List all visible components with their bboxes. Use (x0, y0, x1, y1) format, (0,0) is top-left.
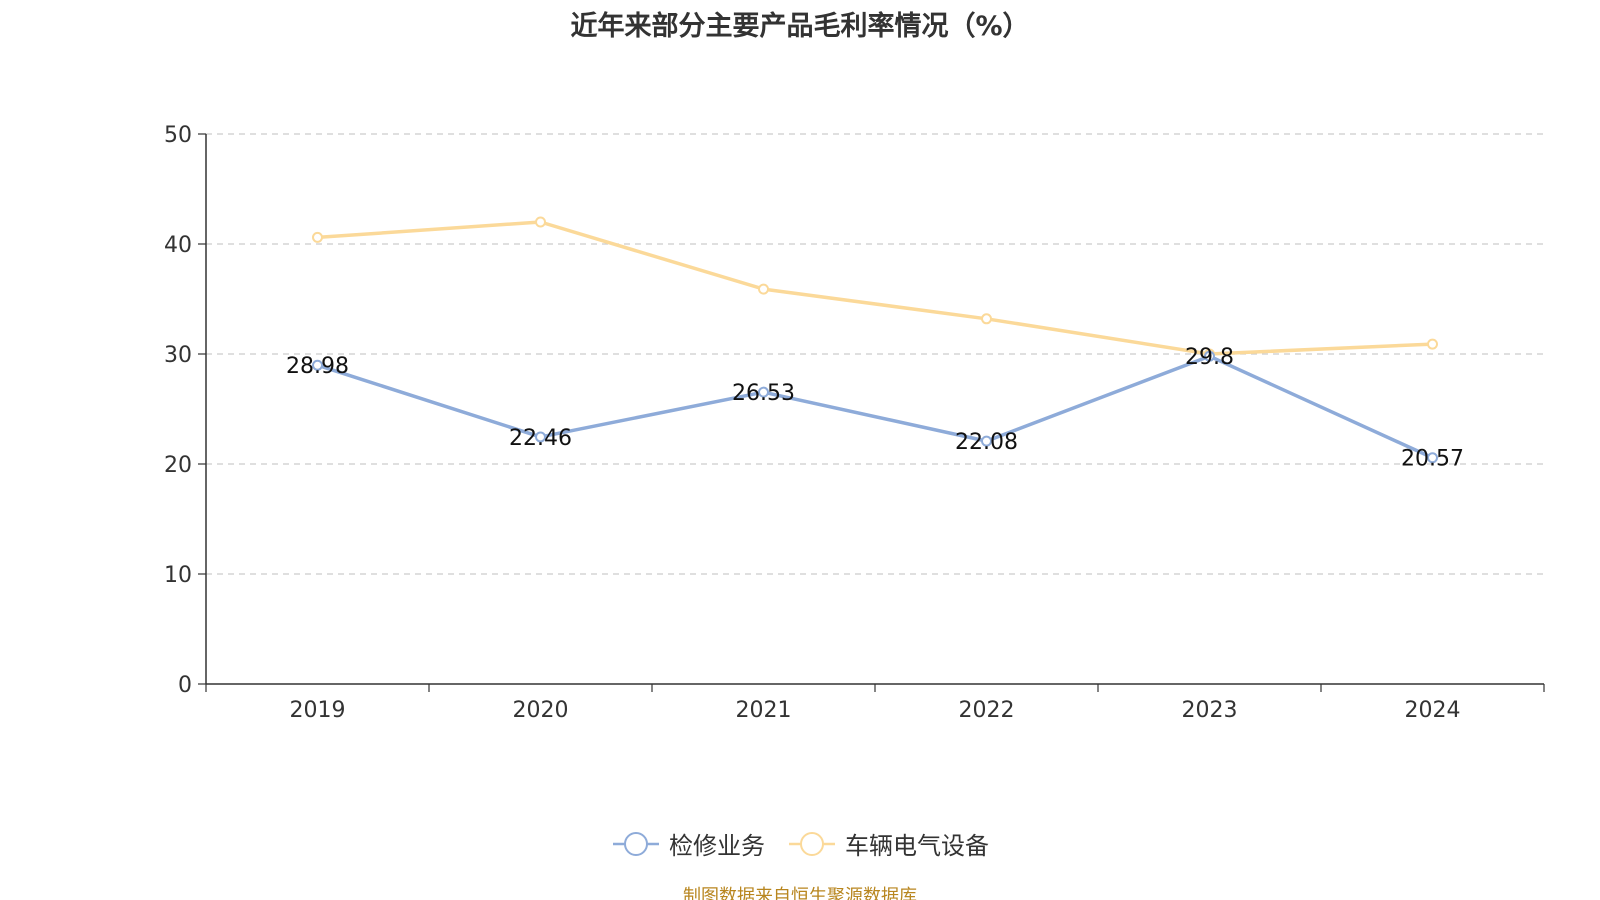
x-tick-label-2024: 2024 (1405, 698, 1461, 723)
data-label-series-1-2019: 28.98 (286, 354, 349, 379)
x-tick-label-2019: 2019 (290, 698, 346, 723)
y-tick-label-30: 30 (164, 343, 192, 368)
series-line-2 (317, 220, 1433, 356)
data-point-series-1-2023 (1204, 350, 1215, 362)
data-point-series-2-2021 (758, 283, 769, 295)
legend-marker-series-2 (789, 831, 835, 856)
data-point-series-2-2024 (1427, 338, 1438, 350)
y-tick-label-20: 20 (164, 453, 192, 478)
data-point-series-2-2022 (981, 313, 992, 325)
data-point-series-1-2019 (312, 359, 323, 371)
source-note: 制图数据来自恒生聚源数据库 (683, 886, 917, 900)
data-label-series-1-2021: 26.53 (732, 381, 795, 406)
data-label-series-1-2024: 20.57 (1401, 447, 1464, 472)
legend-item-series-2[interactable]: 车辆电气设备 (787, 826, 989, 861)
x-tick-label-2023: 2023 (1182, 698, 1238, 723)
data-point-series-2-2020 (535, 216, 546, 228)
legend-label-series-2: 车辆电气设备 (845, 832, 989, 860)
legend-label-series-1: 检修业务 (669, 832, 765, 860)
chart-title: 近年来部分主要产品毛利率情况（%） (570, 11, 1030, 42)
data-label-series-1-2020: 22.46 (509, 426, 572, 451)
data-label-series-1-2022: 22.08 (955, 430, 1018, 455)
x-tick-label-2021: 2021 (736, 698, 792, 723)
data-point-series-1-2024 (1427, 452, 1438, 464)
y-tick-label-10: 10 (164, 563, 192, 588)
data-label-series-1-2023: 29.8 (1185, 345, 1234, 370)
y-tick-label-50: 50 (164, 123, 192, 148)
data-point-series-1-2021 (758, 386, 769, 398)
x-tick-label-2020: 2020 (513, 698, 569, 723)
series-line-1 (316, 354, 1434, 460)
legend-marker-series-1 (613, 831, 659, 856)
data-point-series-1-2020 (535, 431, 546, 443)
y-tick-label-0: 0 (178, 673, 192, 698)
legend: 检修业务 车辆电气设备 (0, 826, 1600, 861)
y-tick-label-40: 40 (164, 233, 192, 258)
x-tick-label-2022: 2022 (959, 698, 1015, 723)
legend-item-series-1[interactable]: 检修业务 (611, 826, 765, 861)
data-point-series-2-2019 (312, 231, 323, 243)
data-point-series-1-2022 (981, 435, 992, 447)
